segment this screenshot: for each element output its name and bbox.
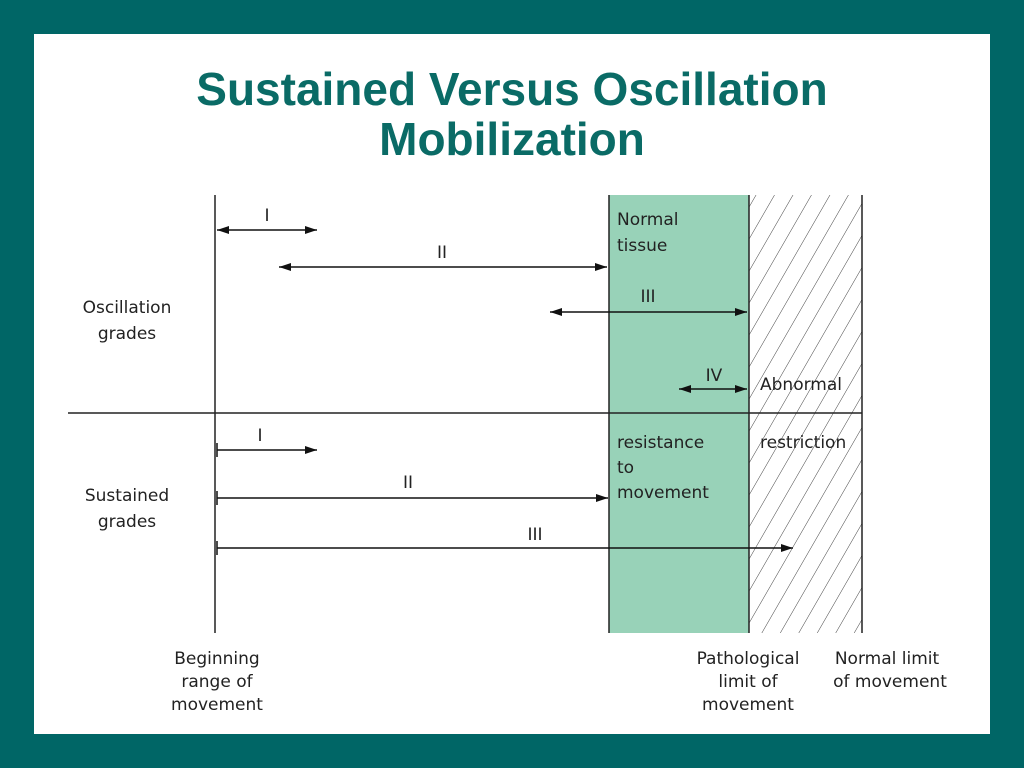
abnormal-label: Abnormal [760,375,842,395]
title-line-1: Sustained Versus Oscillation [196,63,828,115]
beginning-label-line-2: range of [181,672,253,692]
oscillation-label-line-1: Oscillation [83,298,172,318]
oscillation-label-line-2: grades [98,324,156,344]
sustained-label-line-1: Sustained [85,486,169,506]
sustained-label-line-2: grades [98,512,156,532]
beginning-label-line-3: movement [171,695,263,715]
oscillation-grade-IV: IV [706,366,723,386]
restriction-label: restriction [760,433,846,453]
slide-title: Sustained Versus Oscillation Mobilizatio… [34,64,990,164]
abnormal-restriction-region [749,195,862,633]
normal-limit-label-line-1: Normal limit [835,649,940,669]
pathological-label-line-2: limit of [718,672,778,692]
sustained-grade-III: III [527,525,542,545]
resistance-label-line-1: resistance [617,433,704,453]
resistance-label-line-2: to [617,458,634,478]
oscillation-grade-III: III [640,287,655,307]
resistance-label-line-3: movement [617,483,709,503]
beginning-label-line-1: Beginning [174,649,259,669]
oscillation-grade-II: II [437,243,447,263]
normal-tissue-band [609,195,749,633]
normal-limit-label-line-2: of movement [833,672,947,692]
pathological-label-line-1: Pathological [697,649,800,669]
normal-tissue-label-line-1: Normal [617,210,679,230]
sustained-grade-II: II [403,473,413,493]
title-line-2: Mobilization [379,113,645,165]
normal-tissue-label-line-2: tissue [617,236,667,256]
oscillation-grade-I: I [264,206,269,226]
pathological-label-line-3: movement [702,695,794,715]
sustained-grade-I: I [257,426,262,446]
